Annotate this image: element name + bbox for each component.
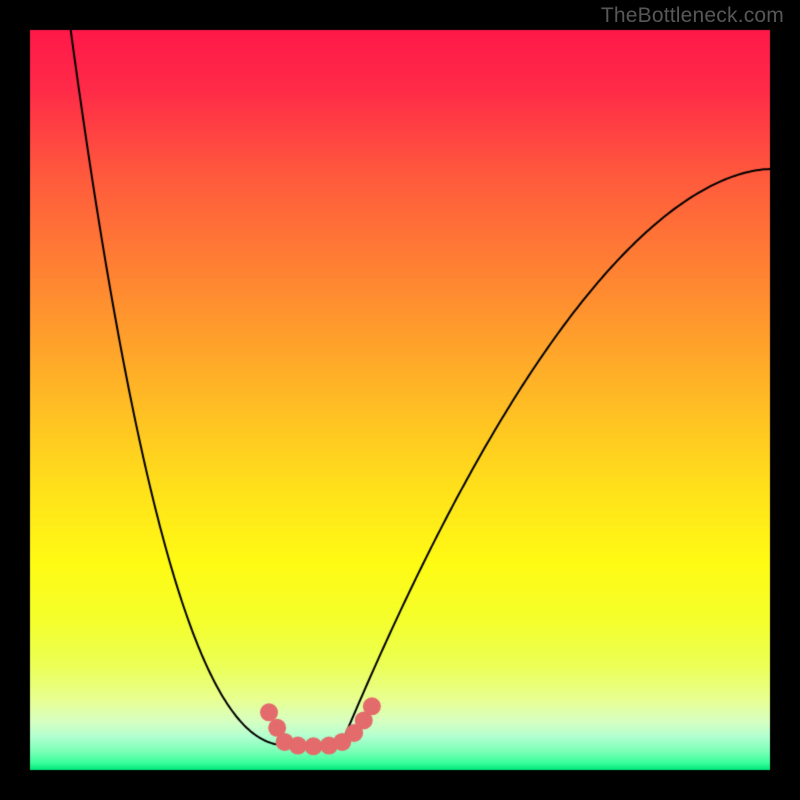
bottleneck-curve-chart (0, 0, 800, 800)
watermark-text: TheBottleneck.com (601, 4, 784, 28)
